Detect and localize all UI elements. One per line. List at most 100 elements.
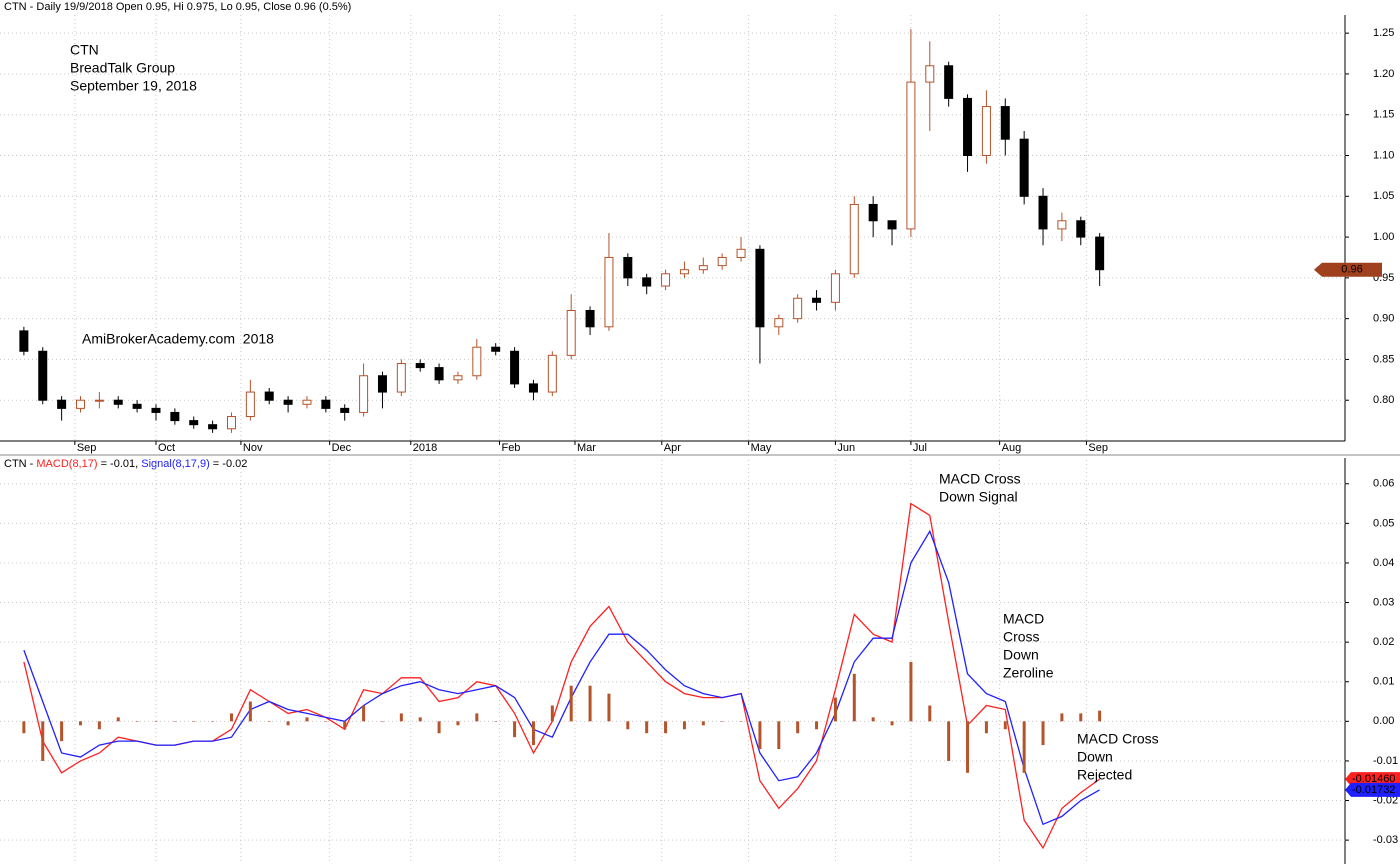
y-tick-label: -0.01 bbox=[1373, 755, 1398, 767]
y-tick-label: 0.03 bbox=[1373, 596, 1394, 608]
candle-body bbox=[453, 375, 463, 381]
y-tick-label: 1.20 bbox=[1373, 68, 1394, 80]
histogram-bar bbox=[324, 721, 328, 722]
candle-body bbox=[75, 399, 85, 409]
candle-body bbox=[94, 399, 104, 402]
y-tick-label: -0.02 bbox=[1373, 794, 1398, 806]
candle-body bbox=[510, 350, 520, 385]
candle-body bbox=[434, 367, 444, 381]
indicator-prefix: CTN - bbox=[4, 458, 36, 470]
histogram-bar bbox=[22, 721, 26, 734]
candle-body bbox=[755, 248, 765, 328]
histogram-bar bbox=[135, 721, 139, 722]
histogram-bar bbox=[758, 721, 762, 750]
candle-body bbox=[132, 403, 142, 409]
candle-body bbox=[245, 391, 255, 418]
candle-body bbox=[887, 220, 897, 230]
macd-readout: = -0.01, bbox=[98, 458, 142, 470]
histogram-bar bbox=[362, 705, 366, 722]
histogram-bar bbox=[966, 721, 970, 773]
candle-body bbox=[396, 363, 406, 393]
histogram-bar bbox=[796, 721, 800, 734]
histogram-bar bbox=[60, 721, 64, 742]
histogram-bar bbox=[286, 721, 290, 726]
x-tick-label: Jun bbox=[837, 442, 855, 454]
candle-body bbox=[774, 318, 784, 328]
y-tick-label: -0.03 bbox=[1373, 834, 1398, 846]
last-value-marker bbox=[1345, 782, 1400, 797]
histogram-bar bbox=[267, 721, 271, 722]
candle-body bbox=[793, 297, 803, 320]
candle-body bbox=[1095, 236, 1105, 271]
legend-entry: MACD(8,17) bbox=[36, 458, 97, 470]
indicator-line bbox=[23, 529, 1100, 826]
annotation: Zeroline bbox=[1003, 665, 1054, 681]
histogram-bar bbox=[154, 721, 158, 722]
annotation: Rejected bbox=[1077, 767, 1132, 783]
candle-body bbox=[623, 256, 633, 279]
histogram-bar bbox=[815, 721, 819, 730]
candle-body bbox=[57, 399, 67, 409]
histogram-bar bbox=[909, 661, 913, 722]
annotation: CTN bbox=[70, 42, 99, 58]
histogram-bar bbox=[1041, 721, 1045, 746]
candle-body bbox=[359, 375, 369, 413]
candle-body bbox=[868, 203, 878, 222]
y-tick-label: 1.05 bbox=[1373, 190, 1394, 202]
histogram-bar bbox=[456, 721, 460, 726]
candle-body bbox=[321, 399, 331, 409]
histogram-bar bbox=[1022, 721, 1026, 773]
candle-body bbox=[113, 399, 123, 405]
histogram-bar bbox=[41, 721, 45, 761]
candle-body bbox=[528, 383, 538, 393]
histogram-bar bbox=[78, 721, 82, 726]
histogram-bar bbox=[833, 697, 837, 722]
y-tick-label: 1.00 bbox=[1373, 231, 1394, 243]
candle-body bbox=[283, 399, 293, 405]
candle-body bbox=[264, 391, 274, 401]
histogram-bar bbox=[1079, 713, 1083, 722]
annotation: Down bbox=[1003, 647, 1039, 663]
histogram-bar bbox=[173, 721, 177, 722]
candle-body bbox=[906, 81, 916, 230]
annotation: MACD bbox=[1003, 611, 1044, 627]
y-tick-label: 1.15 bbox=[1373, 109, 1394, 121]
histogram-bar bbox=[682, 721, 686, 730]
candle-body bbox=[812, 297, 822, 303]
candle-body bbox=[226, 416, 236, 430]
candle-body bbox=[1057, 220, 1067, 230]
x-tick-label: Feb bbox=[501, 442, 520, 454]
histogram-bar bbox=[399, 713, 403, 722]
histogram-bar bbox=[550, 705, 554, 722]
last-value-label: -0.01460 bbox=[1352, 773, 1395, 785]
y-tick-label: 0.04 bbox=[1373, 557, 1394, 569]
histogram-bar bbox=[192, 721, 196, 722]
candle-body bbox=[830, 273, 840, 303]
histogram-bar bbox=[343, 721, 347, 730]
x-tick-label: Sep bbox=[77, 442, 97, 454]
histogram-bar bbox=[418, 717, 422, 722]
x-tick-label: May bbox=[751, 442, 772, 454]
histogram-bar bbox=[513, 721, 517, 738]
histogram-bar bbox=[1098, 710, 1102, 722]
y-tick-label: 0.01 bbox=[1373, 676, 1394, 688]
candle-body bbox=[302, 399, 312, 405]
histogram-bar bbox=[852, 673, 856, 722]
last-price-label: 0.96 bbox=[1341, 264, 1362, 276]
candle-body bbox=[604, 256, 614, 328]
candle-body bbox=[1000, 106, 1010, 140]
histogram-bar bbox=[116, 717, 120, 722]
last-value-label: -0.01732 bbox=[1352, 784, 1395, 796]
candle-body bbox=[189, 420, 199, 426]
annotation: AmiBrokerAcademy.com 2018 bbox=[82, 331, 274, 347]
x-tick-label: Dec bbox=[332, 442, 352, 454]
legend-entry: Signal(8,17,9) bbox=[141, 458, 210, 470]
histogram-bar bbox=[890, 721, 894, 726]
annotation: Down Signal bbox=[939, 489, 1018, 505]
candle-body bbox=[642, 277, 652, 287]
candle-body bbox=[981, 106, 991, 157]
candle-body bbox=[679, 269, 689, 275]
histogram-bar bbox=[494, 721, 498, 722]
candle-body bbox=[944, 65, 954, 99]
